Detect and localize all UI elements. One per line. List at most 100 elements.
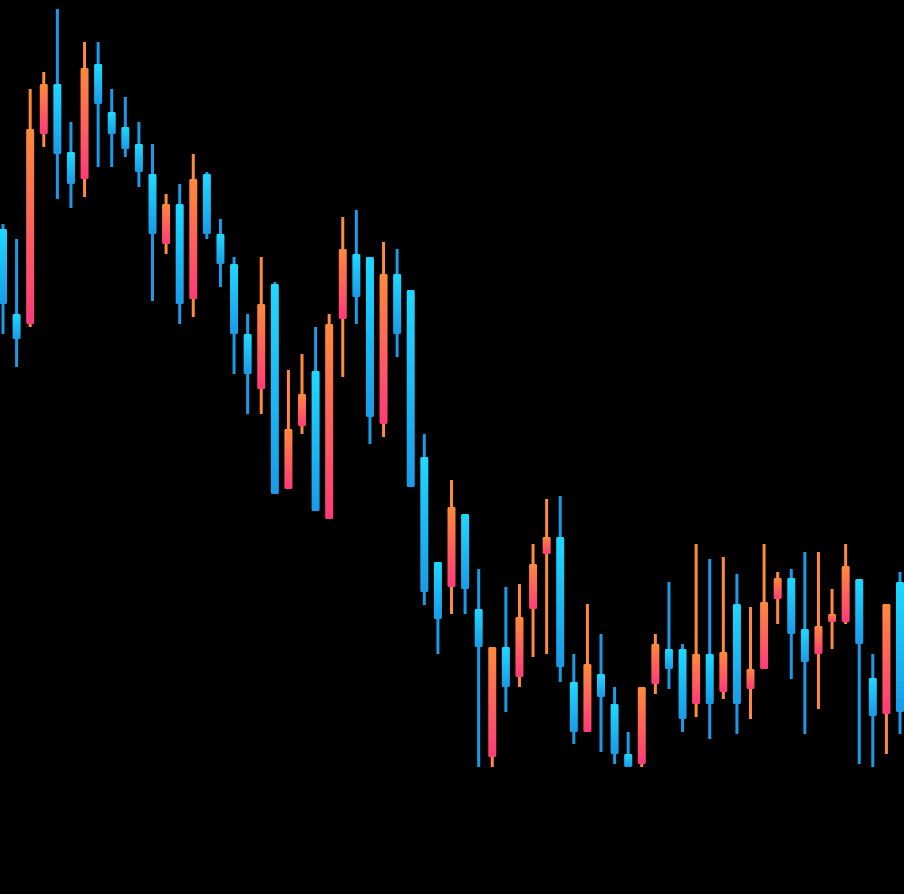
candle-body <box>379 274 388 424</box>
candle-wick <box>721 557 725 699</box>
candle-wick <box>857 579 861 764</box>
candle-5 <box>66 122 75 208</box>
candle-body <box>515 617 524 677</box>
candle-body <box>420 457 429 592</box>
candle-59 <box>800 552 809 734</box>
candle-body <box>94 64 103 104</box>
candle-57 <box>773 572 782 624</box>
candle-body <box>175 204 184 304</box>
candle-body <box>393 274 402 334</box>
candle-body <box>787 578 796 634</box>
candle-4 <box>53 9 62 199</box>
candle-body <box>651 644 660 684</box>
candle-65 <box>882 604 891 754</box>
candle-body <box>66 152 75 184</box>
candle-28 <box>379 242 388 437</box>
candle-33 <box>447 480 456 614</box>
candle-body <box>107 112 116 134</box>
candle-38 <box>515 584 524 687</box>
candle-14 <box>189 154 198 317</box>
candle-body <box>583 664 592 732</box>
candle-8 <box>107 89 116 167</box>
candle-51 <box>692 544 701 717</box>
candle-13 <box>175 184 184 324</box>
candle-body <box>0 229 7 304</box>
candle-18 <box>243 314 252 414</box>
candle-body <box>814 626 823 654</box>
candle-body <box>474 609 483 647</box>
candle-44 <box>597 634 605 752</box>
candle-wick <box>626 732 630 767</box>
candle-37 <box>501 587 510 712</box>
candle-39 <box>529 544 538 657</box>
candle-56 <box>760 544 769 669</box>
candle-55 <box>746 607 755 719</box>
candle-body <box>134 144 143 172</box>
candle-body <box>325 324 334 519</box>
candle-49 <box>664 582 673 689</box>
candle-body <box>39 84 48 134</box>
candle-body <box>800 629 809 662</box>
candle-47 <box>637 687 646 767</box>
candle-body <box>746 669 755 689</box>
candle-body <box>53 84 62 154</box>
candle-body <box>352 254 361 297</box>
candle-body <box>732 604 741 704</box>
candle-64 <box>868 654 877 767</box>
candle-60 <box>814 552 823 709</box>
candle-body <box>597 674 605 697</box>
candle-body <box>569 682 578 732</box>
candle-body <box>26 129 35 324</box>
candle-body <box>447 507 456 587</box>
candle-body <box>637 687 646 764</box>
candles-layer <box>0 9 904 767</box>
candle-body <box>882 604 891 714</box>
candle-63 <box>855 579 864 764</box>
candle-58 <box>787 569 796 679</box>
candle-wick <box>96 42 100 167</box>
candle-11 <box>148 144 157 301</box>
candle-7 <box>94 42 103 167</box>
candle-body <box>284 429 293 489</box>
candle-body <box>257 304 266 389</box>
candle-61 <box>828 589 837 649</box>
candle-66 <box>896 572 904 734</box>
candle-body <box>162 204 171 244</box>
candle-22 <box>298 354 306 434</box>
candle-body <box>243 334 252 374</box>
candle-body <box>406 290 415 487</box>
candle-54 <box>732 574 741 734</box>
candle-21 <box>284 370 293 489</box>
candle-36 <box>488 647 497 767</box>
candle-body <box>896 582 904 712</box>
candle-body <box>610 704 619 754</box>
candle-6 <box>80 42 89 197</box>
candle-body <box>828 614 837 622</box>
candle-body <box>311 371 320 511</box>
candle-40 <box>542 499 551 654</box>
candle-15 <box>202 172 211 239</box>
candle-30 <box>406 290 415 487</box>
candle-body <box>664 649 673 669</box>
candle-body <box>678 649 687 719</box>
candle-35 <box>474 569 483 767</box>
candle-body <box>488 647 497 757</box>
candle-wick <box>749 607 752 719</box>
candle-31 <box>420 434 429 605</box>
candle-body <box>12 314 21 339</box>
candle-20 <box>270 282 279 494</box>
candle-body <box>868 678 877 716</box>
candle-wick <box>694 544 698 717</box>
candle-body <box>841 566 850 622</box>
candle-wick <box>667 582 671 689</box>
candle-24 <box>325 314 334 519</box>
candle-body <box>624 754 633 767</box>
candle-19 <box>257 257 266 414</box>
candle-body <box>556 537 565 667</box>
candle-wick <box>477 569 481 767</box>
candle-body <box>338 249 347 319</box>
candle-body <box>298 394 306 426</box>
